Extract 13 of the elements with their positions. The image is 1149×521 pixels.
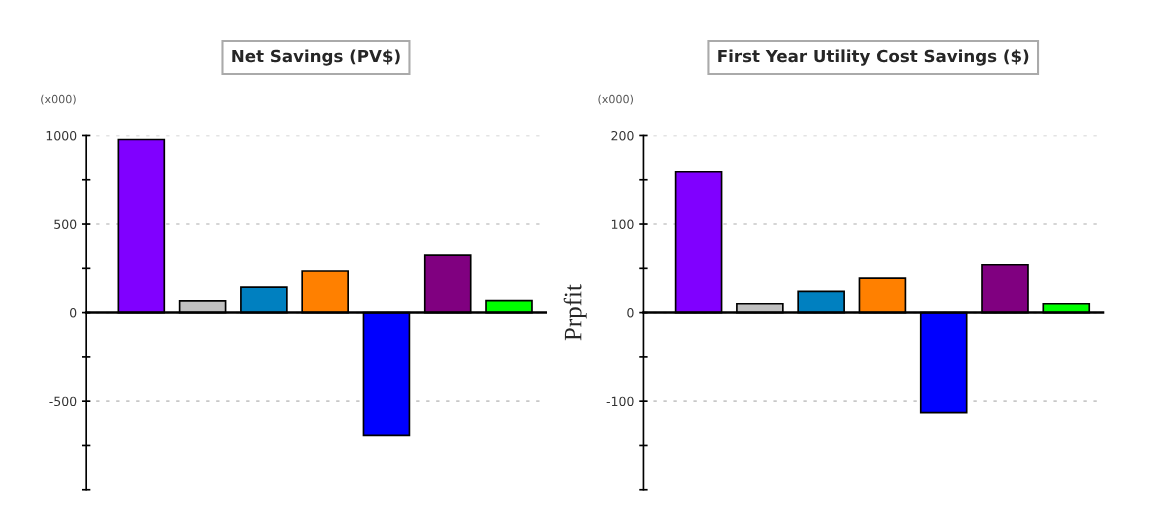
y-tick-label: 0 [627,308,634,318]
y-tick-label: 0 [70,308,77,318]
y-tick-label: -100 [606,396,634,407]
y-axis-title: Prpfit [563,284,587,341]
y-tick-label: 500 [54,219,77,229]
text: (x000) [41,94,76,105]
chart-title: First Year Utility Cost Savings ($) [718,49,1029,66]
y-tick-label: 200 [611,130,634,141]
y-tick-label: 100 [611,219,634,229]
y-tick-label: 1000 [46,130,77,141]
chart-title: Net Savings (PV$) [232,49,400,66]
y-tick-label: -500 [49,396,77,407]
text: (x000) [598,94,633,105]
